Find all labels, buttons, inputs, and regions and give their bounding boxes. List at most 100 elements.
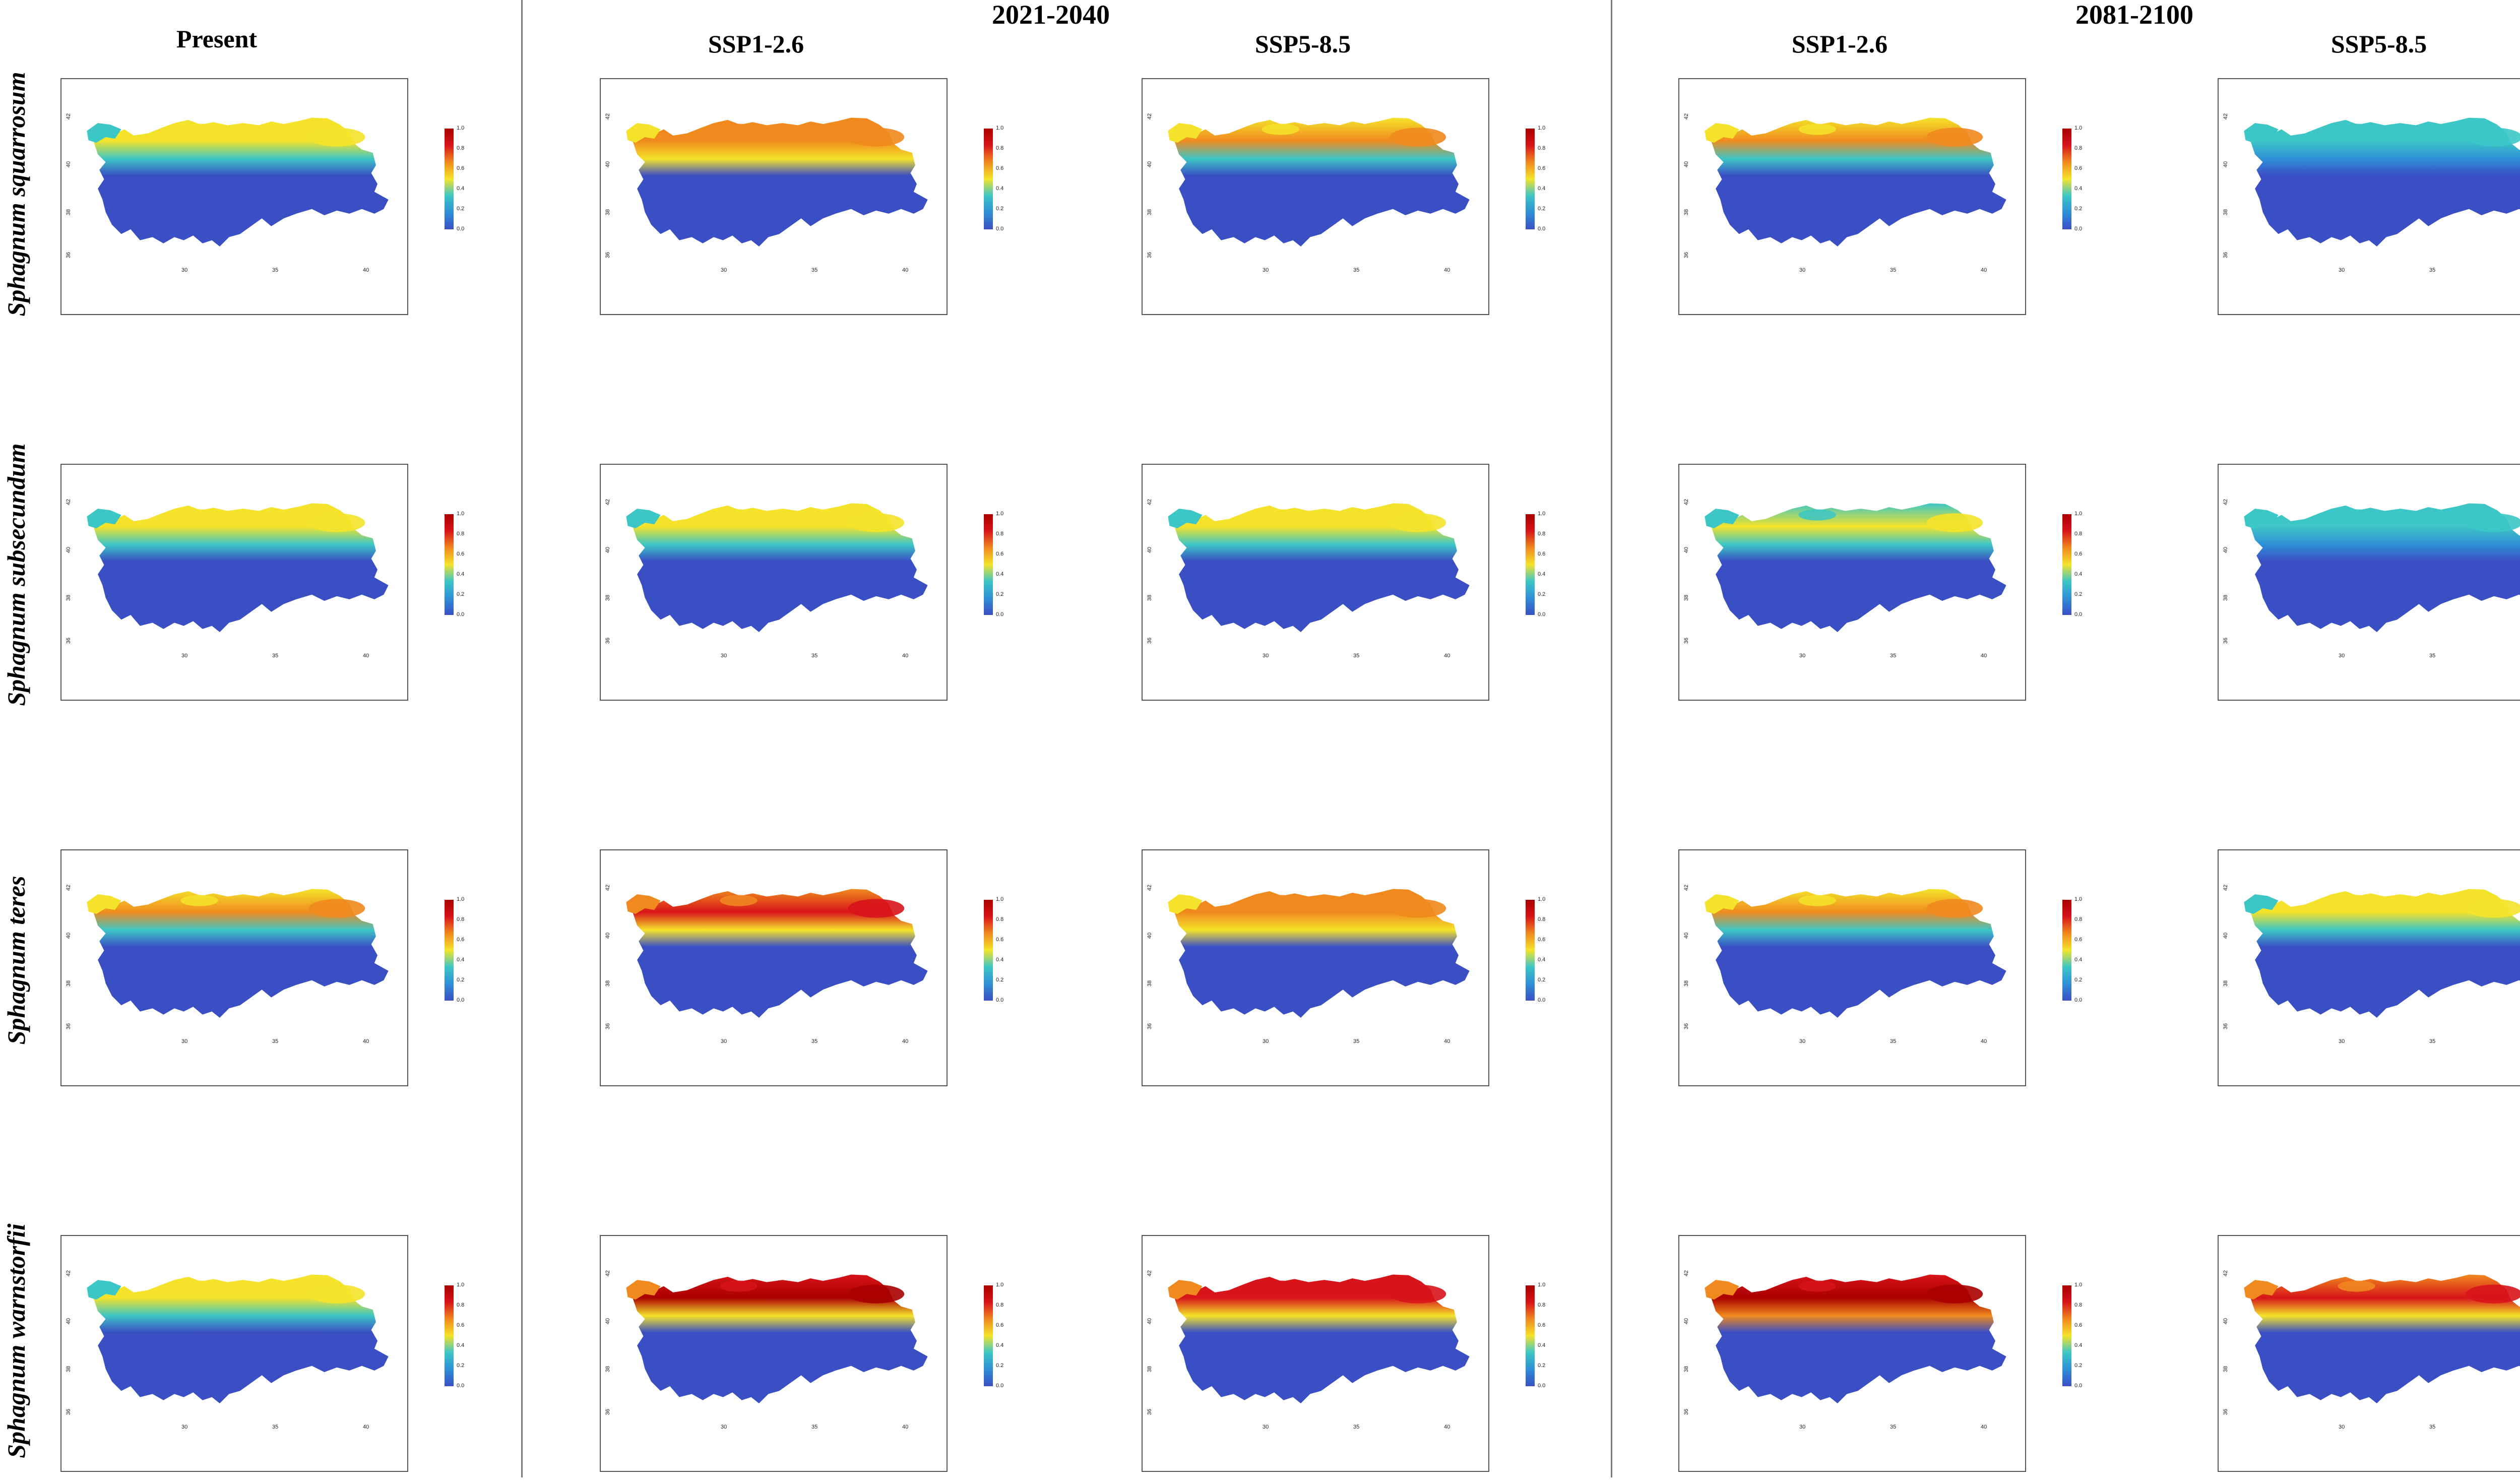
colorbar-tick-label: 0.6 [2074,551,2083,557]
x-tick-label: 30 [721,1424,727,1430]
y-tick-label: 36 [605,252,611,259]
thrace-shape [87,509,121,529]
map-panel-r2-c1: 30 35 40 36 38 40 42 0.0 0.2 0.4 0.6 0.8 1.0 [60,464,469,711]
suitability-map [626,503,928,632]
colorbar-tick-label: 0.8 [2074,916,2083,922]
anatolia-shape [93,889,389,1018]
y-tick-label: 38 [1147,209,1153,216]
colorbar-tick-label: 0.4 [457,957,465,963]
north-central-hotspot [720,1280,758,1292]
colorbar-tick-label: 0.0 [2074,1383,2083,1389]
colorbar-tick-label: 1.0 [457,125,465,131]
north-central-hotspot [2338,124,2375,135]
colorbar-tick-label: 0.2 [2074,206,2083,212]
thrace-shape [1705,1280,1739,1300]
x-tick-label: 40 [363,1038,369,1044]
colorbar-tick-label: 0.0 [1538,997,1546,1003]
y-tick-label: 40 [66,1318,72,1325]
northeast-hotspot [1390,899,1446,918]
x-tick-label: 40 [363,1424,369,1430]
map-panel-r3-c3: 30 35 40 36 38 40 42 0.0 0.2 0.4 0.6 0.8 1.0 [1142,849,1550,1096]
map-panel-r2-c4: 30 35 40 36 38 40 42 0.0 0.2 0.4 0.6 0.8 1.0 [1678,464,2087,711]
divider-present [521,0,523,1477]
y-tick-label: 36 [1147,252,1153,259]
x-tick-label: 40 [902,267,909,273]
map-panel-r2-c2: 30 35 40 36 38 40 42 0.0 0.2 0.4 0.6 0.8 1.0 [600,464,1008,711]
colorbar [445,129,454,229]
colorbar [445,1285,454,1386]
colorbar-tick-label: 1.0 [2074,1282,2083,1288]
colorbar-tick-label: 1.0 [2074,511,2083,517]
x-tick-label: 30 [181,1424,188,1430]
map-frame [1678,78,2026,315]
colorbar-tick-label: 1.0 [457,511,465,517]
thrace-shape [1168,509,1203,529]
colorbar-tick-label: 0.8 [2074,145,2083,151]
colorbar-tick-label: 1.0 [457,896,465,902]
y-tick-label: 36 [66,1023,72,1030]
anatolia-shape [1711,889,2006,1018]
colorbar-tick-label: 0.6 [1538,551,1546,557]
y-tick-label: 40 [2223,932,2229,939]
colorbar-tick-label: 0.4 [996,957,1004,963]
map-frame [2218,464,2520,701]
colorbar-tick-label: 0.6 [1538,165,1546,171]
north-central-hotspot [1798,1280,1836,1292]
anatolia-shape [1174,117,1470,246]
colorbar-tick-label: 1.0 [996,511,1004,517]
suitability-map [87,503,389,632]
anatolia-shape [632,117,928,246]
suitability-map [2244,889,2520,1018]
colorbar [984,900,993,1001]
colorbar [984,514,993,615]
northeast-hotspot [848,513,905,532]
y-tick-label: 40 [1147,161,1153,168]
y-tick-label: 42 [2223,113,2229,120]
y-tick-label: 40 [1147,932,1153,939]
colorbar-tick-label: 1.0 [1538,896,1546,902]
colorbar-tick-label: 0.0 [996,226,1004,232]
x-tick-label: 30 [2339,653,2345,659]
x-tick-label: 35 [272,267,279,273]
map-frame [1678,849,2026,1086]
northeast-hotspot [1390,1284,1446,1304]
colorbar-tick-label: 0.2 [996,591,1004,597]
anatolia-shape [1174,1274,1470,1403]
colorbar-tick-label: 0.6 [2074,1322,2083,1328]
north-central-hotspot [720,895,758,906]
y-tick-label: 36 [1683,1408,1690,1415]
thrace-shape [87,123,121,143]
x-tick-label: 35 [811,1424,818,1430]
colorbar-tick-label: 0.0 [2074,226,2083,232]
colorbar-tick-label: 0.2 [2074,591,2083,597]
x-tick-label: 40 [363,267,369,273]
north-central-hotspot [180,895,218,906]
thrace-shape [2244,509,2279,529]
northeast-hotspot [1926,899,1983,918]
anatolia-shape [93,1274,389,1403]
colorbar-tick-label: 0.4 [1538,1342,1546,1348]
y-tick-label: 36 [605,1408,611,1415]
y-tick-label: 42 [1683,113,1690,120]
colorbar [445,900,454,1001]
colorbar-tick-label: 0.2 [996,206,1004,212]
anatolia-shape [2250,503,2520,632]
x-tick-label: 40 [1981,653,1987,659]
thrace-shape [2244,123,2279,143]
anatolia-shape [1174,503,1470,632]
y-tick-label: 42 [605,113,611,120]
colorbar-tick-label: 0.6 [2074,937,2083,943]
colorbar-tick-label: 1.0 [996,896,1004,902]
suitability-map [1705,1274,2006,1403]
x-tick-label: 30 [181,1038,188,1044]
suitability-map [626,889,928,1018]
northeast-hotspot [1926,128,1983,147]
period-label-2021: 2021-2040 [992,0,1110,30]
x-tick-label: 40 [363,653,369,659]
colorbar-tick-label: 0.8 [2074,1302,2083,1308]
thrace-shape [87,894,121,914]
x-tick-label: 30 [1263,1038,1269,1044]
colorbar-tick-label: 0.8 [1538,916,1546,922]
colorbar-tick-label: 0.0 [996,997,1004,1003]
north-central-hotspot [180,1280,218,1292]
